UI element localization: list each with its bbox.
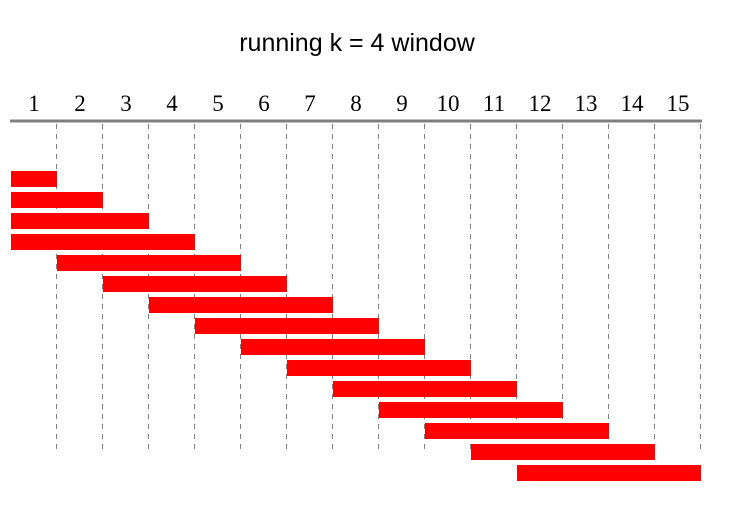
window-bar-9 xyxy=(241,339,425,355)
window-bar-3 xyxy=(11,213,149,229)
position-label-13: 13 xyxy=(575,91,598,116)
position-label-12: 12 xyxy=(529,91,552,116)
window-bar-15 xyxy=(517,465,701,481)
position-label-3: 3 xyxy=(120,91,132,116)
window-bar-4 xyxy=(11,234,195,250)
window-bars xyxy=(11,171,701,481)
diagram-title: running k = 4 window xyxy=(239,29,476,57)
window-bar-1 xyxy=(11,171,57,187)
position-label-14: 14 xyxy=(621,91,645,116)
position-label-10: 10 xyxy=(437,91,460,116)
position-label-11: 11 xyxy=(483,91,505,116)
window-bar-2 xyxy=(11,192,103,208)
window-bar-11 xyxy=(333,381,517,397)
window-bar-10 xyxy=(287,360,471,376)
position-label-15: 15 xyxy=(667,91,690,116)
window-bar-8 xyxy=(195,318,379,334)
position-labels: 1 2 3 4 5 6 7 8 9 10 11 12 13 14 15 xyxy=(28,91,689,116)
window-bar-13 xyxy=(425,423,609,439)
window-bar-6 xyxy=(103,276,287,292)
position-label-6: 6 xyxy=(258,91,270,116)
window-bar-5 xyxy=(57,255,241,271)
window-bar-12 xyxy=(379,402,563,418)
window-bar-7 xyxy=(149,297,333,313)
window-bar-14 xyxy=(471,444,655,460)
position-label-2: 2 xyxy=(74,91,86,116)
position-label-5: 5 xyxy=(212,91,224,116)
position-label-9: 9 xyxy=(396,91,408,116)
position-label-4: 4 xyxy=(166,91,178,116)
position-label-7: 7 xyxy=(304,91,316,116)
position-label-1: 1 xyxy=(28,91,40,116)
position-label-8: 8 xyxy=(350,91,362,116)
